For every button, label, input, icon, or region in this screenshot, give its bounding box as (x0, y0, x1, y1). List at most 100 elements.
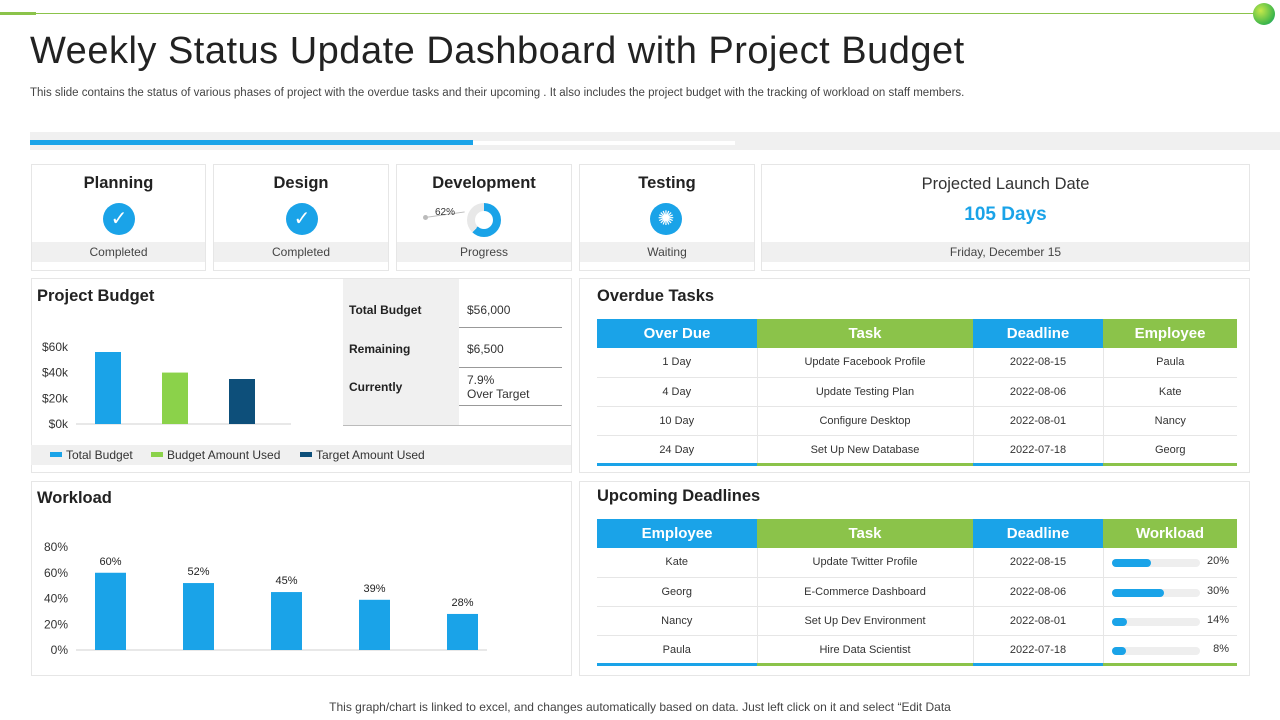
launch-date: Friday, December 15 (762, 242, 1249, 262)
column-header[interactable]: Task (757, 519, 973, 548)
footer-note: This graph/chart is linked to excel, and… (329, 700, 951, 714)
phase-title: Development (432, 174, 536, 192)
workload-bar-track (1111, 646, 1200, 655)
task-cell: Set Up New Database (757, 435, 974, 464)
overdue-title: Overdue Tasks (597, 287, 715, 305)
legend-item-budget-used: Budget Amount Used (151, 448, 280, 462)
overdue-cell: 4 Day (597, 377, 758, 407)
divider (343, 425, 571, 426)
table-foot-rule (597, 663, 757, 666)
employee-cell: Paula (597, 635, 758, 664)
column-header[interactable]: Deadline (973, 519, 1103, 548)
workload-cell: 20% (1103, 548, 1237, 578)
legend-swatch (50, 452, 62, 458)
workload-bar-track (1111, 588, 1200, 597)
budget-row-value: 7.9% (467, 373, 495, 387)
budget-chart[interactable]: $0k $20k $40k $60k (31, 320, 331, 440)
workload-cell: 14% (1103, 606, 1237, 636)
donut-progress-icon (467, 203, 501, 237)
table-foot-rule (757, 663, 973, 666)
task-cell: Update Testing Plan (757, 377, 974, 407)
check-icon: ✓ (103, 203, 135, 235)
table-row[interactable]: Paula Hire Data Scientist 2022-07-18 8% (597, 635, 1237, 664)
y-tick-label: $60k (42, 340, 69, 354)
launch-days: 105 Days (964, 204, 1047, 225)
progress-label: 62% (435, 207, 456, 218)
phase-status: Completed (214, 242, 388, 262)
deadline-cell: 2022-08-01 (973, 406, 1104, 436)
column-header[interactable]: Employee (1103, 319, 1237, 348)
deadline-cell: 2022-08-06 (973, 377, 1104, 407)
budget-row-value-note: Over Target (467, 387, 530, 401)
table-row[interactable]: Kate Update Twitter Profile 2022-08-15 2… (597, 548, 1237, 578)
budget-row-value: $56,000 (467, 303, 511, 317)
gear-icon: ✺ (650, 203, 682, 235)
table-row[interactable]: 1 Day Update Facebook Profile 2022-08-15… (597, 348, 1237, 378)
phase-title: Design (273, 174, 329, 192)
table-foot-rule (757, 463, 973, 466)
bar-1 (95, 352, 121, 424)
table-foot-rule (973, 663, 1103, 666)
y-tick-label: 80% (44, 540, 68, 554)
deadline-cell: 2022-07-18 (973, 435, 1104, 464)
y-tick-label: $20k (42, 391, 69, 405)
employee-cell: Kate (597, 548, 758, 578)
upcoming-table: Employee Task Deadline Workload Kate Upd… (597, 519, 1237, 664)
workload-bar-fill (1111, 588, 1165, 597)
legend-label: Budget Amount Used (167, 448, 281, 462)
column-header[interactable]: Task (757, 319, 973, 348)
column-header[interactable]: Over Due (597, 319, 757, 348)
table-row[interactable]: 10 Day Configure Desktop 2022-08-01 Nanc… (597, 406, 1237, 436)
bar-2 (162, 372, 188, 424)
table-row[interactable]: 24 Day Set Up New Database 2022-07-18 Ge… (597, 435, 1237, 464)
y-tick-label: 0% (51, 643, 69, 657)
task-cell: E-Commerce Dashboard (757, 577, 974, 607)
y-tick-label: $40k (42, 366, 69, 380)
table-foot-rule (597, 463, 757, 466)
divider (459, 367, 562, 368)
budget-table-label-column (343, 279, 459, 426)
column-header[interactable]: Workload (1103, 519, 1237, 548)
legend-swatch (300, 452, 312, 458)
workload-cell: 30% (1103, 577, 1237, 607)
check-icon: ✓ (286, 203, 318, 235)
workload-cell: 8% (1103, 635, 1237, 664)
task-cell: Set Up Dev Environment (757, 606, 974, 636)
employee-cell: Paula (1103, 348, 1237, 378)
task-cell: Hire Data Scientist (757, 635, 974, 664)
overdue-table: Over Due Task Deadline Employee 1 Day Up… (597, 319, 1237, 464)
phase-title: Testing (638, 174, 696, 192)
workload-title: Workload (37, 489, 112, 507)
column-header[interactable]: Deadline (973, 319, 1103, 348)
column-header[interactable]: Employee (597, 519, 757, 548)
deadline-cell: 2022-08-06 (973, 577, 1104, 607)
table-row[interactable]: Georg E-Commerce Dashboard 2022-08-06 30… (597, 577, 1237, 607)
upcoming-title: Upcoming Deadlines (597, 487, 761, 505)
workload-percent: 20% (1206, 555, 1229, 567)
budget-row-value: $6,500 (467, 342, 504, 356)
table-row[interactable]: Nancy Set Up Dev Environment 2022-08-01 … (597, 606, 1237, 636)
y-tick-label: 40% (44, 592, 68, 606)
legend-label: Total Budget (66, 448, 133, 462)
budget-row-label: Currently (349, 380, 403, 394)
timeline-progress (30, 140, 473, 145)
employee-cell: Nancy (1103, 406, 1237, 436)
top-rule (0, 13, 1262, 14)
table-row[interactable]: 4 Day Update Testing Plan 2022-08-06 Kat… (597, 377, 1237, 407)
phase-card-planning: Planning ✓ Completed (31, 164, 206, 271)
legend-swatch (151, 452, 163, 458)
overdue-cell: 10 Day (597, 406, 758, 436)
workload-chart[interactable]: 0% 20% 40% 60% 80% 60% 52% 45% 39% 28% (31, 535, 501, 660)
employee-cell: Kate (1103, 377, 1237, 407)
table-foot-rule (973, 463, 1103, 466)
phase-card-development: Development 62% Progress (396, 164, 572, 271)
phase-status: Waiting (580, 242, 754, 262)
page-title: Weekly Status Update Dashboard with Proj… (30, 30, 965, 72)
timeline-gap (473, 141, 735, 145)
workload-bar-fill (1111, 646, 1127, 655)
bar-3 (271, 592, 302, 650)
budget-table: Total Budget $56,000 Remaining $6,500 Cu… (343, 279, 571, 426)
budget-row-label: Total Budget (349, 303, 422, 317)
workload-bar-fill (1111, 617, 1128, 626)
legend-item-target-used: Target Amount Used (300, 448, 425, 462)
